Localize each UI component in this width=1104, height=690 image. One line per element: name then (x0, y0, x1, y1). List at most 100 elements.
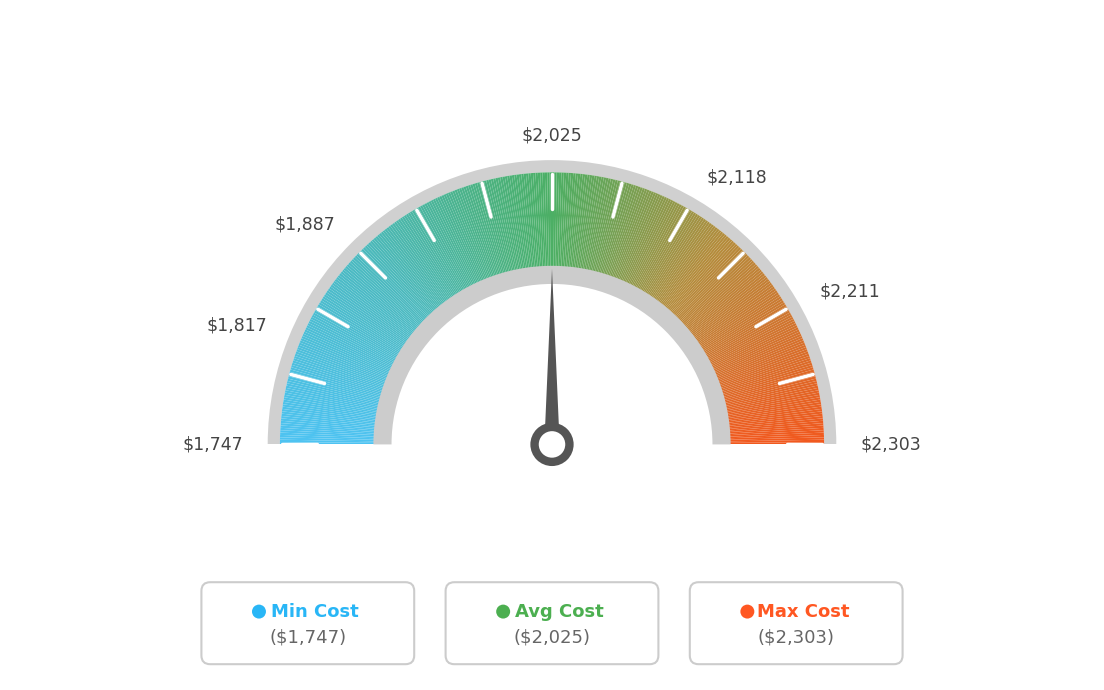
Wedge shape (584, 177, 604, 273)
Wedge shape (721, 374, 816, 401)
Wedge shape (714, 347, 807, 384)
Wedge shape (666, 237, 731, 313)
Wedge shape (457, 189, 492, 281)
Wedge shape (426, 202, 473, 290)
Wedge shape (493, 178, 516, 274)
Wedge shape (280, 423, 378, 432)
Wedge shape (552, 172, 554, 270)
Wedge shape (343, 268, 420, 333)
Wedge shape (514, 175, 529, 272)
Wedge shape (668, 241, 734, 315)
Wedge shape (291, 363, 385, 393)
Wedge shape (659, 230, 721, 308)
Wedge shape (466, 186, 498, 279)
Wedge shape (319, 302, 403, 355)
Wedge shape (725, 421, 824, 431)
Wedge shape (686, 270, 762, 333)
Wedge shape (661, 233, 725, 310)
Wedge shape (545, 172, 549, 270)
Wedge shape (450, 191, 488, 283)
Wedge shape (714, 345, 806, 382)
Wedge shape (649, 219, 707, 301)
Wedge shape (594, 180, 620, 275)
Wedge shape (581, 176, 599, 273)
Wedge shape (705, 317, 794, 364)
Wedge shape (282, 409, 379, 423)
Wedge shape (283, 402, 380, 419)
Wedge shape (533, 172, 541, 270)
Wedge shape (282, 416, 379, 428)
Wedge shape (607, 186, 640, 279)
Circle shape (741, 604, 754, 618)
Wedge shape (718, 360, 811, 392)
Wedge shape (300, 338, 392, 377)
Wedge shape (414, 209, 465, 294)
Wedge shape (703, 308, 789, 359)
Wedge shape (588, 178, 611, 274)
Wedge shape (291, 365, 385, 395)
Wedge shape (286, 383, 382, 406)
Wedge shape (342, 270, 418, 333)
Wedge shape (296, 349, 389, 385)
Wedge shape (658, 228, 720, 307)
Wedge shape (332, 283, 412, 342)
Wedge shape (280, 428, 378, 435)
Wedge shape (306, 327, 394, 371)
Wedge shape (461, 187, 496, 280)
Wedge shape (396, 220, 454, 302)
Wedge shape (652, 221, 710, 302)
Wedge shape (542, 172, 548, 270)
Text: $2,211: $2,211 (820, 282, 881, 300)
Wedge shape (293, 360, 386, 392)
Wedge shape (364, 246, 433, 318)
Wedge shape (339, 273, 416, 336)
Wedge shape (442, 195, 482, 285)
Wedge shape (329, 286, 410, 344)
Wedge shape (290, 367, 385, 396)
Wedge shape (280, 437, 378, 442)
Wedge shape (670, 244, 737, 317)
Wedge shape (335, 279, 414, 339)
Wedge shape (389, 226, 448, 305)
Wedge shape (287, 379, 383, 404)
Wedge shape (373, 237, 438, 313)
Wedge shape (323, 294, 406, 349)
Wedge shape (654, 223, 712, 304)
Wedge shape (723, 390, 819, 411)
Wedge shape (681, 262, 756, 329)
Wedge shape (505, 176, 523, 273)
Wedge shape (312, 313, 400, 361)
Wedge shape (697, 293, 779, 348)
Wedge shape (550, 172, 552, 270)
Wedge shape (577, 175, 595, 272)
Wedge shape (702, 306, 787, 357)
Wedge shape (593, 180, 618, 275)
Wedge shape (626, 198, 669, 287)
Wedge shape (710, 329, 799, 372)
Wedge shape (353, 257, 425, 326)
Wedge shape (347, 264, 422, 330)
Wedge shape (725, 411, 822, 424)
Wedge shape (386, 227, 447, 306)
Wedge shape (699, 296, 782, 351)
Wedge shape (713, 340, 805, 379)
Wedge shape (560, 172, 566, 270)
Wedge shape (662, 235, 726, 310)
Wedge shape (629, 201, 676, 289)
Wedge shape (724, 397, 820, 415)
Wedge shape (720, 372, 815, 400)
Wedge shape (726, 437, 824, 442)
Text: $2,118: $2,118 (707, 168, 767, 186)
Wedge shape (338, 275, 415, 337)
Wedge shape (683, 266, 758, 331)
Wedge shape (715, 351, 808, 386)
Wedge shape (302, 334, 393, 375)
Wedge shape (592, 179, 616, 275)
Wedge shape (704, 313, 792, 361)
Wedge shape (726, 435, 824, 440)
Text: ($2,303): ($2,303) (757, 629, 835, 647)
Wedge shape (580, 176, 597, 273)
Circle shape (530, 423, 574, 466)
Wedge shape (667, 239, 732, 314)
Wedge shape (719, 365, 813, 395)
